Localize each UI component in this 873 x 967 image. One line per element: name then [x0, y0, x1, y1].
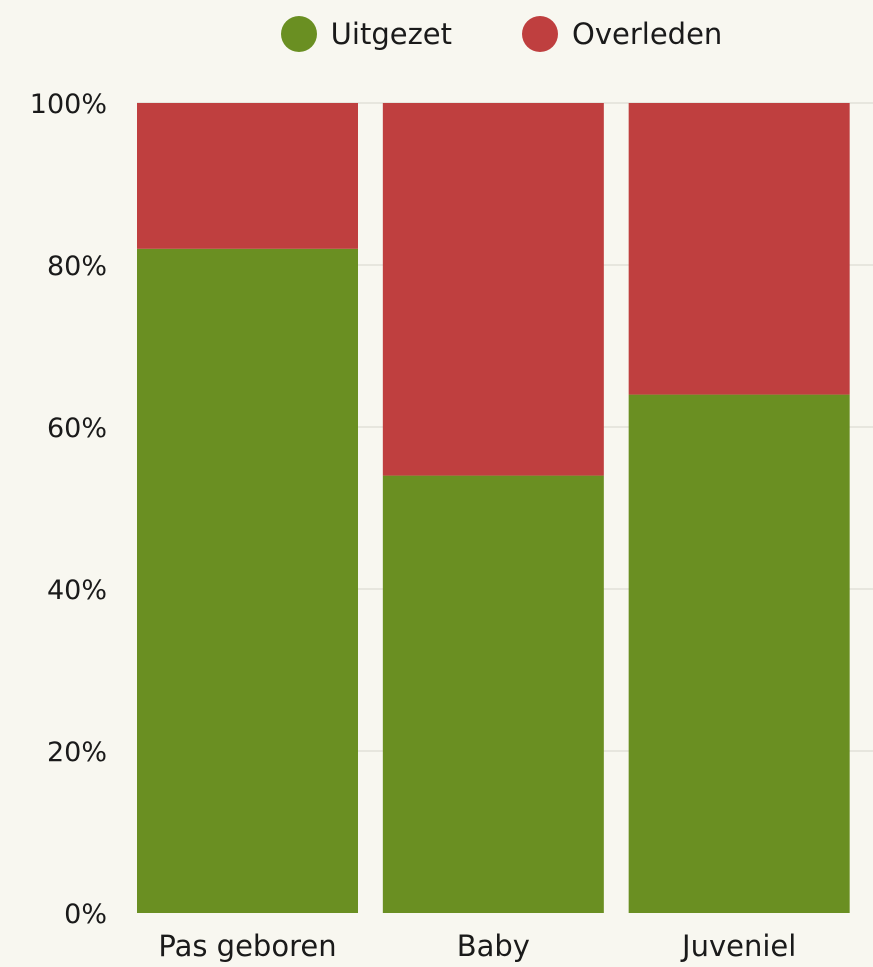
y-tick-label: 0% [64, 899, 107, 930]
legend-item-uitgezet[interactable]: Uitgezet [280, 16, 453, 52]
y-tick-label: 80% [47, 251, 107, 282]
y-tick-label: 20% [47, 737, 107, 768]
legend-label-overleden: Overleden [572, 17, 723, 51]
bar-uitgezet-2 [628, 394, 850, 914]
legend-label-uitgezet: Uitgezet [330, 17, 453, 51]
legend-item-overleden[interactable]: Overleden [522, 16, 722, 52]
bar-uitgezet-1 [382, 475, 604, 913]
y-tick-label: 40% [47, 575, 107, 606]
legend-swatch-overleden [522, 16, 559, 52]
bar-overleden-1 [382, 103, 604, 476]
y-tick-label: 60% [47, 413, 107, 444]
bar-uitgezet-0 [137, 248, 358, 914]
legend-swatch-uitgezet [280, 16, 317, 52]
x-tick-label: Juveniel [680, 929, 796, 963]
legend: Uitgezet Overleden [0, 16, 873, 52]
bar-overleden-0 [137, 103, 358, 249]
bar-overleden-2 [628, 103, 850, 395]
y-tick-label: 100% [30, 89, 107, 120]
x-tick-label: Baby [457, 929, 530, 963]
x-tick-label: Pas geboren [158, 929, 336, 963]
